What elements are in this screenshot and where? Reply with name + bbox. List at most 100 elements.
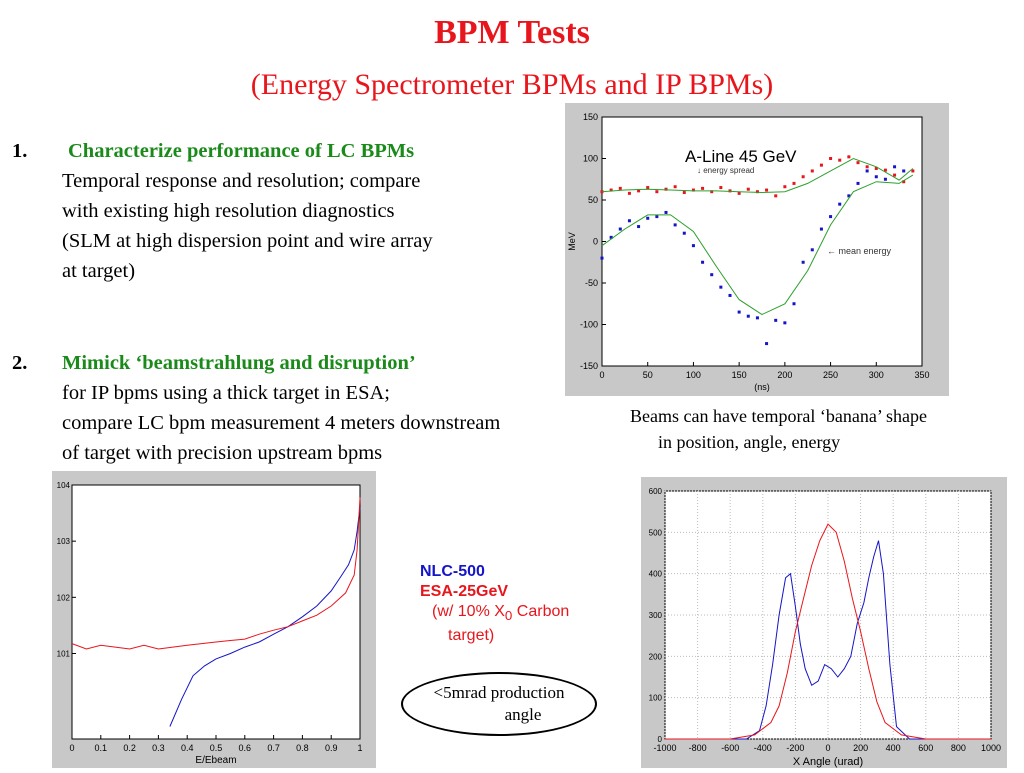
x-tick-label: -600 xyxy=(721,743,739,753)
item-line: at target) xyxy=(62,260,136,282)
data-point xyxy=(691,188,695,192)
data-point xyxy=(664,210,668,214)
data-point xyxy=(783,321,787,325)
x-tick-label: 400 xyxy=(886,743,901,753)
data-point xyxy=(819,163,823,167)
y-tick-label: 400 xyxy=(649,570,663,579)
list-item-2: 2. Mimick ‘beamstrahlung and disruption’… xyxy=(12,348,612,468)
angle-distribution-chart-svg: -1000 -800 -600 -400 -200 0 200 400 600 800 100060… xyxy=(649,487,1001,768)
chart-title: A-Line 45 GeV xyxy=(685,147,797,166)
data-point xyxy=(600,256,604,260)
legend-note-line2: target) xyxy=(448,627,495,645)
x-tick-label: 0.5 xyxy=(210,743,223,753)
plot-area xyxy=(71,484,361,740)
data-point xyxy=(701,186,705,190)
series-line xyxy=(601,174,914,316)
data-point xyxy=(902,180,906,184)
x-tick-label: -400 xyxy=(754,743,772,753)
x-tick-label: 100 xyxy=(686,370,701,380)
item-heading: Mimick ‘beamstrahlung and disruption’ xyxy=(62,352,416,374)
item-line: (SLM at high dispersion point and wire a… xyxy=(62,230,433,252)
legend-note-sub: 0 xyxy=(504,608,513,624)
data-point xyxy=(655,190,659,194)
y-tick-label: 500 xyxy=(649,528,663,537)
x-axis-label: (ns) xyxy=(754,382,770,392)
x-tick-label: 800 xyxy=(951,743,966,753)
x-tick-label: 50 xyxy=(643,370,653,380)
data-point xyxy=(618,227,622,231)
data-point xyxy=(810,169,814,173)
data-point xyxy=(829,215,833,219)
annotation-mean-energy: ← mean energy xyxy=(827,246,892,256)
x-tick-label: 200 xyxy=(777,370,792,380)
data-point xyxy=(856,181,860,185)
legend-note: (w/ 10% X0 Carbon xyxy=(420,602,620,626)
item-line: Temporal response and resolution; compar… xyxy=(62,170,421,192)
data-point xyxy=(637,225,641,229)
legend-nlc: NLC-500 xyxy=(420,563,485,580)
data-point xyxy=(893,165,897,169)
data-point xyxy=(865,165,869,169)
x-tick-label: 600 xyxy=(918,743,933,753)
series-line xyxy=(169,507,361,727)
x-tick-label: 0.9 xyxy=(325,743,338,753)
data-point xyxy=(719,186,723,190)
data-point xyxy=(728,293,732,297)
x-tick-label: 0.2 xyxy=(123,743,136,753)
y-axis-label: MeV xyxy=(567,232,577,251)
x-tick-label: 0 xyxy=(69,743,74,753)
data-point xyxy=(682,191,686,195)
data-point xyxy=(701,260,705,264)
production-angle-oval: <5mrad production angle xyxy=(401,672,597,736)
data-point xyxy=(838,158,842,162)
x-tick-label: 200 xyxy=(853,743,868,753)
legend: NLC-500 ESA-25GeV (w/ 10% X0 Carbon targ… xyxy=(420,562,620,646)
x-tick-label: 0.1 xyxy=(95,743,108,753)
page-title: BPM Tests xyxy=(434,14,590,51)
data-point xyxy=(883,168,887,172)
data-point xyxy=(801,175,805,179)
x-tick-label: 0 xyxy=(599,370,604,380)
legend-note-suffix: Carbon xyxy=(512,603,570,620)
series-line xyxy=(665,523,991,740)
data-point xyxy=(746,187,750,191)
y-tick-label: 101 xyxy=(57,649,71,658)
annotation-energy-spread: ↓ energy spread xyxy=(697,166,754,175)
item-line: of target with precision upstream bpms xyxy=(62,442,383,464)
data-point xyxy=(637,189,641,193)
data-point xyxy=(682,231,686,235)
data-point xyxy=(829,157,833,160)
data-point xyxy=(737,310,741,314)
data-point xyxy=(646,216,650,220)
y-tick-label: 50 xyxy=(588,195,598,205)
oval-line-1: <5mrad production xyxy=(433,683,565,702)
x-tick-label: 150 xyxy=(732,370,747,380)
energy-spread-chart: 0 50 100 150 200 250 300 350 150 100 50 0 -50 -100 -15… xyxy=(565,103,949,396)
y-tick-label: 100 xyxy=(649,694,663,703)
x-tick-label: -200 xyxy=(786,743,804,753)
data-point xyxy=(609,235,613,239)
x-axis-label: X Angle (urad) xyxy=(793,756,863,768)
y-tick-label: -150 xyxy=(580,361,598,371)
data-point xyxy=(865,169,869,173)
x-tick-label: -800 xyxy=(689,743,707,753)
data-point xyxy=(902,169,906,173)
x-tick-label: 0.8 xyxy=(296,743,309,753)
data-point xyxy=(691,244,695,248)
data-point xyxy=(664,187,668,191)
energy-distribution-chart-svg: 0 0.1 0.2 0.3 0.4 0.5 0.6 0.7 0.8 0.9 1 101 102 103 10… xyxy=(57,481,363,766)
data-point xyxy=(755,316,759,320)
data-point xyxy=(883,177,887,181)
data-point xyxy=(874,175,878,179)
data-point xyxy=(847,194,851,198)
series-line xyxy=(665,540,991,740)
x-tick-label: 0 xyxy=(825,743,830,753)
item-line: with existing high resolution diagnostic… xyxy=(62,200,395,222)
x-tick-label: 300 xyxy=(869,370,884,380)
item-heading: Characterize performance of LC BPMs xyxy=(68,140,415,162)
data-point xyxy=(710,190,714,194)
data-point xyxy=(774,194,778,198)
data-point xyxy=(655,215,659,219)
x-tick-label: 0.3 xyxy=(152,743,165,753)
y-tick-label: 0 xyxy=(593,237,598,247)
